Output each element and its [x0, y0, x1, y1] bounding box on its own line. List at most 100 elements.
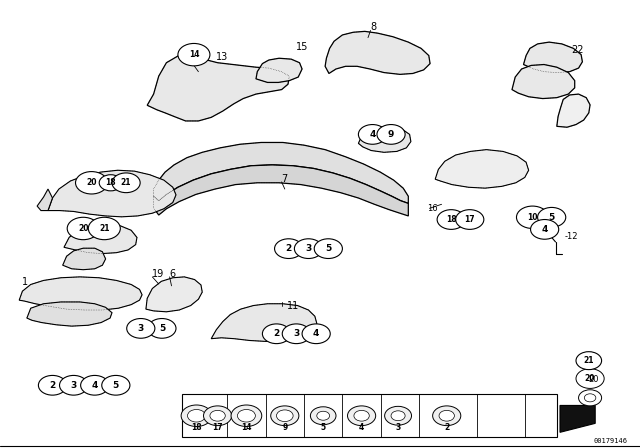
- Polygon shape: [147, 56, 289, 121]
- Polygon shape: [154, 165, 408, 216]
- Circle shape: [38, 375, 67, 395]
- Text: 20: 20: [589, 375, 599, 384]
- Polygon shape: [435, 150, 529, 188]
- Text: 00179146: 00179146: [593, 439, 627, 444]
- Polygon shape: [325, 31, 430, 74]
- Text: 16: 16: [428, 204, 438, 213]
- Polygon shape: [358, 126, 411, 152]
- Circle shape: [584, 394, 596, 402]
- Text: 14: 14: [241, 423, 252, 432]
- Circle shape: [310, 407, 336, 425]
- Circle shape: [358, 125, 387, 144]
- Polygon shape: [154, 142, 408, 203]
- Text: 5: 5: [321, 423, 326, 432]
- Text: 1: 1: [22, 277, 29, 287]
- Circle shape: [576, 369, 604, 388]
- Text: 18: 18: [191, 423, 202, 432]
- Circle shape: [81, 375, 109, 395]
- Circle shape: [348, 406, 376, 426]
- Circle shape: [579, 390, 602, 406]
- Text: 4: 4: [92, 381, 98, 390]
- Circle shape: [317, 411, 330, 420]
- Circle shape: [576, 352, 602, 370]
- Circle shape: [433, 406, 461, 426]
- Circle shape: [237, 409, 255, 422]
- Text: 4: 4: [541, 225, 548, 234]
- Polygon shape: [48, 170, 176, 217]
- Circle shape: [178, 43, 210, 66]
- Text: 2: 2: [285, 244, 292, 253]
- Circle shape: [294, 239, 323, 258]
- Circle shape: [516, 206, 548, 228]
- Circle shape: [538, 207, 566, 227]
- Text: 13: 13: [216, 52, 228, 62]
- Text: 3: 3: [70, 381, 77, 390]
- Text: 20: 20: [86, 178, 97, 187]
- Circle shape: [271, 406, 299, 426]
- Bar: [182, 394, 557, 437]
- Text: 6: 6: [170, 269, 176, 279]
- Circle shape: [391, 411, 405, 421]
- Text: 8: 8: [371, 22, 377, 32]
- Polygon shape: [560, 405, 595, 432]
- Polygon shape: [256, 58, 302, 82]
- Text: 3: 3: [305, 244, 312, 253]
- Text: 17: 17: [212, 423, 223, 432]
- Polygon shape: [211, 304, 317, 341]
- Circle shape: [439, 410, 454, 421]
- Text: 9: 9: [388, 130, 394, 139]
- Circle shape: [275, 239, 303, 258]
- Circle shape: [148, 319, 176, 338]
- Text: 21: 21: [99, 224, 109, 233]
- Circle shape: [437, 210, 465, 229]
- Circle shape: [112, 173, 140, 193]
- Circle shape: [385, 406, 412, 425]
- Text: 9: 9: [282, 423, 287, 432]
- Circle shape: [377, 125, 405, 144]
- Polygon shape: [557, 94, 590, 127]
- Text: 10: 10: [527, 213, 538, 222]
- Circle shape: [67, 217, 99, 240]
- Circle shape: [302, 324, 330, 344]
- Circle shape: [262, 324, 291, 344]
- Circle shape: [354, 410, 369, 421]
- Text: 18: 18: [106, 178, 116, 187]
- Circle shape: [210, 410, 225, 421]
- Text: 3: 3: [396, 423, 401, 432]
- Text: 15: 15: [296, 43, 308, 52]
- Circle shape: [282, 324, 310, 344]
- Text: 2: 2: [273, 329, 280, 338]
- Circle shape: [88, 217, 120, 240]
- Text: 20: 20: [78, 224, 88, 233]
- Circle shape: [99, 175, 122, 191]
- Text: 2: 2: [444, 423, 449, 432]
- Text: 20: 20: [585, 374, 595, 383]
- Polygon shape: [27, 302, 112, 326]
- Text: 11: 11: [287, 302, 299, 311]
- Polygon shape: [63, 248, 106, 270]
- Text: 4: 4: [369, 130, 376, 139]
- Text: -12: -12: [564, 232, 578, 241]
- Text: 19: 19: [152, 269, 164, 279]
- Polygon shape: [19, 277, 142, 310]
- Circle shape: [127, 319, 155, 338]
- Text: 3: 3: [138, 324, 144, 333]
- Circle shape: [231, 405, 262, 426]
- Text: 3: 3: [293, 329, 300, 338]
- Circle shape: [181, 405, 212, 426]
- Text: 5: 5: [548, 213, 555, 222]
- Text: 22: 22: [571, 45, 584, 55]
- Circle shape: [456, 210, 484, 229]
- Text: 2: 2: [49, 381, 56, 390]
- Circle shape: [531, 220, 559, 239]
- Text: 17: 17: [465, 215, 475, 224]
- Circle shape: [204, 406, 232, 426]
- Text: 14: 14: [189, 50, 199, 59]
- Polygon shape: [524, 42, 582, 73]
- Circle shape: [314, 239, 342, 258]
- Text: 5: 5: [159, 324, 165, 333]
- Polygon shape: [512, 65, 575, 99]
- Polygon shape: [64, 224, 137, 254]
- Circle shape: [276, 410, 293, 422]
- Text: 18: 18: [446, 215, 456, 224]
